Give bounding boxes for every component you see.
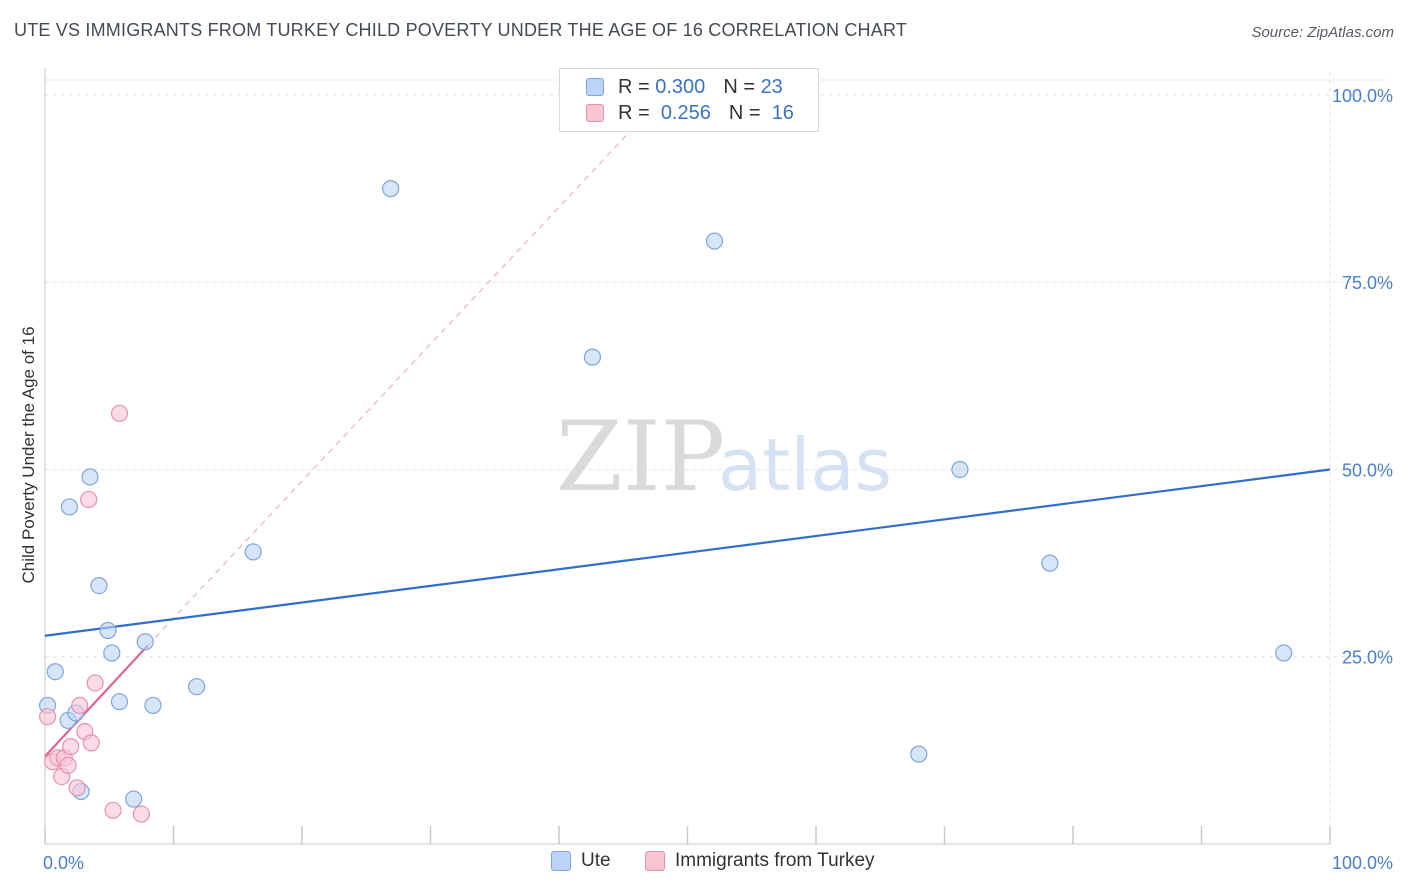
point-turkey — [132, 805, 150, 823]
legend-label-turkey: Immigrants from Turkey — [675, 850, 875, 871]
point-ute — [1041, 554, 1059, 572]
y-tick-label: 75.0% — [1342, 273, 1393, 293]
trend-lines — [44, 124, 1331, 758]
legend-row-turkey: R = 0.256 N = 16 — [586, 101, 794, 125]
r-value-turkey: 0.256 — [660, 101, 711, 124]
legend-row-ute: R = 0.300 N = 23 — [586, 75, 783, 99]
point-ute — [1275, 644, 1293, 662]
y-axis-label: Child Poverty Under the Age of 16 — [19, 326, 38, 583]
point-ute — [103, 644, 121, 662]
y-tick-label: 50.0% — [1342, 460, 1393, 480]
point-ute — [144, 696, 162, 715]
point-turkey — [38, 708, 57, 726]
y-tick-label: 100.0% — [1332, 86, 1393, 106]
point-turkey — [86, 674, 104, 692]
point-ute — [125, 790, 143, 808]
point-ute — [81, 468, 99, 486]
x-tick-label-max: 100.0% — [1332, 853, 1393, 873]
point-ute — [188, 678, 206, 696]
trend-line-ute — [44, 468, 1331, 637]
grid-lines — [45, 72, 1390, 844]
point-ute — [583, 348, 602, 366]
point-ute — [136, 633, 154, 651]
point-turkey — [71, 696, 89, 715]
turkey-legend-icon — [645, 851, 665, 871]
trend-extension-turkey — [147, 124, 637, 646]
watermark-atlas: atlas — [718, 423, 892, 507]
tick-labels: 25.0% 50.0% 75.0% 100.0% 0.0% 100.0% — [43, 86, 1393, 873]
point-ute — [382, 180, 400, 198]
watermark-zip: ZIP — [556, 401, 725, 513]
series-legend: Ute Immigrants from Turkey — [0, 850, 1406, 878]
trend-line-turkey — [44, 644, 149, 758]
data-points — [38, 180, 1293, 823]
n-label: N = — [723, 75, 755, 98]
ute-swatch-icon — [586, 78, 604, 96]
point-turkey — [68, 779, 86, 797]
ute-legend-icon — [551, 851, 571, 871]
y-tick-label: 25.0% — [1342, 648, 1393, 668]
point-ute — [910, 745, 928, 763]
source-label: Source: ZipAtlas.com — [1251, 24, 1394, 41]
turkey-swatch-icon — [586, 104, 604, 122]
point-ute — [46, 663, 64, 681]
point-ute — [60, 498, 79, 516]
point-turkey — [104, 801, 122, 819]
r-label: R = — [618, 101, 650, 124]
r-label: R = — [618, 75, 650, 98]
point-ute — [110, 693, 129, 711]
point-ute — [705, 232, 724, 250]
legend-item-ute[interactable]: Ute — [551, 850, 611, 872]
r-value-ute: 0.300 — [655, 75, 706, 98]
n-label: N = — [728, 101, 761, 124]
point-ute — [951, 460, 969, 479]
legend-item-turkey[interactable]: Immigrants from Turkey — [645, 850, 875, 872]
point-ute — [244, 543, 262, 561]
point-turkey — [82, 734, 100, 752]
x-tick-label-min: 0.0% — [43, 853, 84, 873]
point-turkey — [59, 756, 77, 774]
point-turkey — [110, 404, 129, 422]
legend-label-ute: Ute — [581, 850, 611, 871]
n-value-ute: 23 — [760, 75, 783, 98]
point-ute — [99, 621, 117, 640]
point-turkey — [62, 738, 80, 756]
correlation-legend: R = 0.300 N = 23 R = 0.256 N = 16 — [559, 68, 819, 132]
point-turkey — [80, 490, 98, 509]
point-ute — [90, 576, 108, 595]
n-value-turkey: 16 — [771, 101, 794, 124]
chart-title: UTE VS IMMIGRANTS FROM TURKEY CHILD POVE… — [14, 20, 908, 40]
